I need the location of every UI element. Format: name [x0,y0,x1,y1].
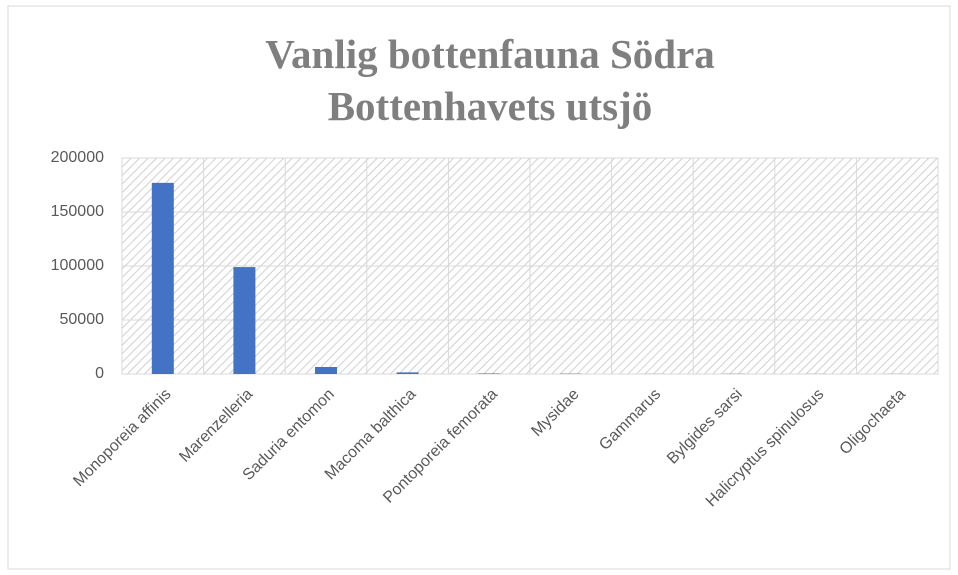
x-tick-label: Gammarus [596,386,664,454]
y-tick-label: 150000 [51,203,104,220]
x-tick-label: Marenzelleria [176,386,256,466]
y-tick-label: 100000 [51,257,104,274]
chart-border [7,5,951,570]
y-tick-label: 50000 [60,311,105,328]
x-tick-label: Oligochaeta [837,386,909,458]
y-tick-label: 0 [95,365,104,382]
x-tick-label: Mysidae [528,386,582,440]
bar [151,182,174,374]
bar [315,366,337,374]
chart-title: Vanlig bottenfauna Södra Bottenhavets ut… [265,31,715,129]
bar [233,267,256,374]
bar [396,372,419,374]
x-tick-label: Bylgides sarsi [664,386,746,468]
x-tick-label: Monoporeia affinis [70,386,174,490]
bar [478,373,501,374]
y-tick-label: 200000 [51,149,104,166]
